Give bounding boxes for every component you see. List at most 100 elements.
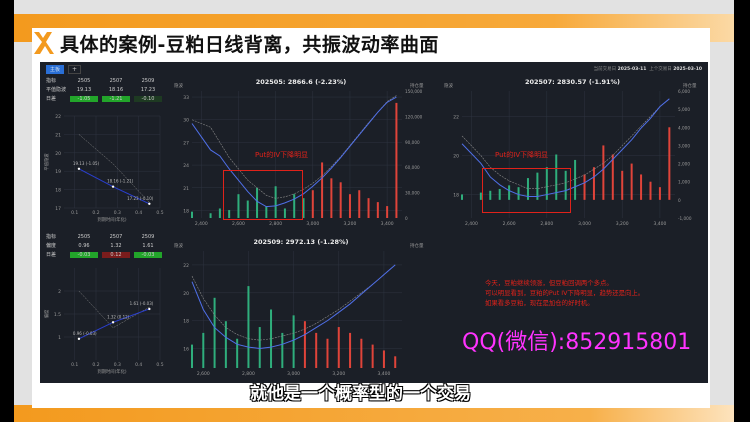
x-tick-label: 0.1 [71,362,78,368]
skew-table: 指标 2505 2507 2509 偏度 0.96 1.32 1.61 日差 -0.03 0.12-… [46,232,164,259]
y-tick-label: 27 [183,140,189,146]
y2-axis-label: 持仓量 [410,242,424,249]
video-subtitle: 就他是一个概率型的一个交易 [250,384,471,404]
x-tick-label: 0.2 [92,362,99,368]
date-info: 当前交易日 2025-03-11 上个交易日 2025-03-10 [594,66,702,72]
x-tick-label: 3,000 [306,221,319,227]
y2-tick-label: 6,000 [678,89,690,94]
row-label: 偏度 [46,243,57,249]
open-interest-bar [191,344,193,368]
value-cell: 1.32 [110,242,122,249]
point-label: 0.96 (-0.03) [73,331,97,336]
open-interest-bar [202,332,205,368]
open-interest-bar [564,170,567,200]
x-tick-label: 3,200 [344,221,357,227]
open-interest-bar [621,170,624,200]
y2-tick-label: 0 [405,216,408,221]
open-interest-bar [228,210,231,218]
open-interest-bar [371,344,374,368]
y-tick-label: 19 [55,169,61,175]
y2-tick-label: 5,000 [678,107,690,112]
y-tick-label: 22 [453,114,459,120]
y-tick-label: 33 [183,95,189,101]
value-cell: -0.03 [134,251,162,258]
x-tick-label: 0.5 [156,210,163,216]
note-line: 如果看多豆粕，现在是加仓的好时机。 [485,299,594,307]
table-header: 指标 2505 2507 2509 [46,76,164,85]
prev-term-line [78,134,150,203]
y2-tick-label: 1,000 [678,180,690,185]
row-label: 平值隐波 [46,87,67,93]
open-interest-bar [337,327,340,368]
x-tick-label: 0.4 [135,210,142,216]
open-interest-bar [602,145,605,200]
data-point [148,202,151,205]
y-axis-label: 隐波 [444,82,453,89]
x-tick-label: 3,400 [377,371,390,377]
open-interest-bar [630,163,633,200]
y2-tick-label: -1,000 [678,216,692,221]
open-interest-bar [283,208,286,218]
header-cell: 2505 [77,233,91,240]
y-tick-label: 22 [55,114,61,120]
y-axis-label: 偏度 [43,309,50,318]
x-tick-label: 0.5 [156,362,163,368]
x-tick-label: 2,800 [269,221,282,227]
open-interest-bar [321,162,324,218]
tab-main[interactable]: 主板 [46,65,65,74]
y-tick-label: 1 [58,335,61,341]
open-interest-bar [360,338,363,368]
x-tick-label: 2,600 [503,221,516,227]
volatility-dashboard: 主板 + 当前交易日 2025-03-11 上个交易日 2025-03-10 指… [40,62,708,383]
open-interest-bar [668,127,671,200]
open-interest-bar [213,297,216,368]
skew-term-chart: 1 1.5 2 0.1 0.2 0.3 0.4 0.5 到期时间(年化) 偏度 0.96 (-0.0… [43,268,164,374]
header-cell: 指标 [46,78,57,84]
logo-icon [34,32,54,54]
data-point [148,307,151,311]
open-interest-bar [302,198,305,218]
y2-tick-label: 30,000 [405,191,420,196]
y-axis-label: 平值隐波 [43,153,50,171]
y-tick-label: 18 [183,319,189,325]
open-interest-bar [224,321,227,368]
table-row: 平值隐波 19.13 18.16 17.23 [46,85,164,94]
table-row: 日差 -0.03 0.12 -0.03 [46,250,164,259]
add-tab-button[interactable]: + [68,65,82,74]
open-interest-bar [479,192,482,200]
x-tick-label: 3,000 [578,221,591,227]
open-interest-bar [348,194,351,218]
open-interest-bar [265,206,268,218]
x-axis-label: 到期时间(年化) [97,368,126,374]
header-cell: 2509 [141,77,155,84]
open-interest-bar [274,186,277,218]
data-point [111,321,115,324]
open-interest-bar [311,190,314,218]
x-tick-label: 2,600 [197,371,210,377]
open-interest-bar [395,102,398,218]
y2-tick-label: 90,000 [405,140,420,145]
open-interest-bar [326,338,329,368]
open-interest-bar [583,174,586,200]
header-cell: 2505 [77,77,91,84]
y2-tick-label: 60,000 [405,165,420,170]
row-label: 日差 [46,96,57,102]
x-tick-label: 0.2 [92,210,99,216]
annotation-505: Put的IV下降明显 [255,151,309,159]
open-interest-bar [461,194,463,200]
y-tick-label: 2 [58,289,61,295]
open-interest-bar [339,182,342,218]
watermark: QQ(微信):852915801 [462,330,692,355]
current-date: 2025-03-11 [617,67,647,72]
open-interest-bar [517,187,520,200]
iv-line [191,264,396,350]
x-tick-label: 2,400 [465,221,478,227]
value-cell: 19.13 [76,86,92,93]
open-interest-bar [394,356,397,368]
chart-202509: 202509: 2972.13 (-1.28%) 隐波 持仓量 16 18 20 22 2,6… [174,238,424,377]
y-tick-label: 16 [183,347,189,353]
y-tick-label: 20 [453,153,459,159]
x-tick-label: 3,400 [653,221,666,227]
open-interest-bar [270,309,273,368]
y2-tick-label: 2,000 [678,162,690,167]
